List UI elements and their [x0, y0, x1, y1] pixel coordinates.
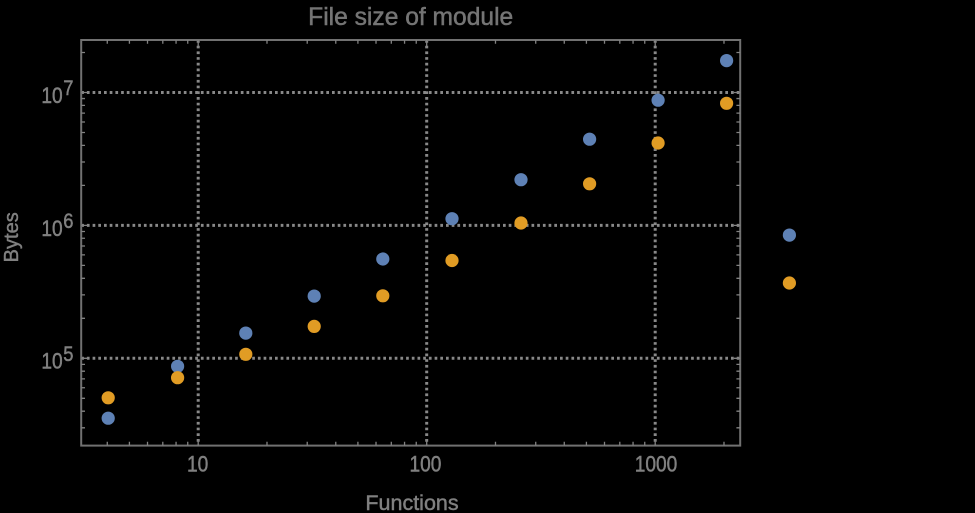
svg-text:10: 10 [41, 84, 62, 109]
svg-text:Functions: Functions [365, 491, 458, 513]
svg-text:1000: 1000 [635, 452, 678, 477]
svg-text:7: 7 [63, 77, 73, 101]
svg-text:10: 10 [41, 216, 62, 241]
svg-text:File size of module: File size of module [308, 4, 513, 31]
svg-text:5: 5 [63, 343, 73, 367]
svg-text:10: 10 [41, 349, 62, 374]
svg-text:100: 100 [410, 452, 442, 477]
svg-text:Bytes: Bytes [1, 212, 23, 262]
svg-text:6: 6 [63, 210, 73, 234]
svg-text:10: 10 [187, 452, 208, 477]
